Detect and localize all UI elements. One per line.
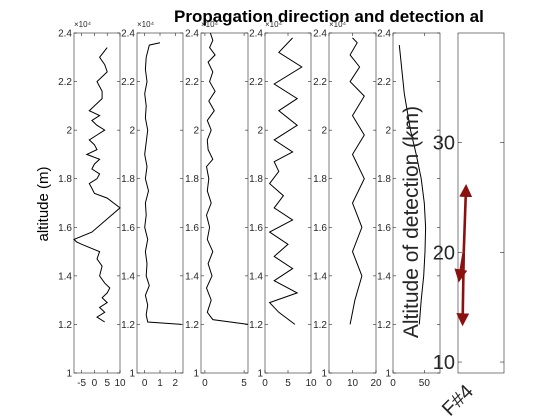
y-tick-label: 2 <box>193 126 199 137</box>
chart-title: Propagation direction and detection al <box>174 7 484 26</box>
panel-p5: 1 1.2 1.4 1.6 1.8 2 2.2 2.4×10⁴ 0 10 20 <box>313 20 382 389</box>
y-tick-label: 1 <box>257 369 263 380</box>
y-tick-label: 2.2 <box>249 77 263 88</box>
y-tick-label: 2.2 <box>313 77 327 88</box>
det-x-tick-label: F#4 <box>438 381 478 420</box>
det-y-tick-label: 20 <box>433 242 455 264</box>
y-exponent-label: ×10⁴ <box>265 20 283 29</box>
panel-p3: 1 1.2 1.4 1.6 1.8 2 2.2 2.4×10⁴ 0 5 <box>185 20 249 389</box>
series-line-profile-5 <box>349 37 365 325</box>
y-tick-label: 1.8 <box>58 174 72 185</box>
panel-p4: 1 1.2 1.4 1.6 1.8 2 2.2 2.4×10⁴ 0 5 10 <box>249 20 317 389</box>
y-tick-label: 2 <box>257 126 263 137</box>
x-tick-label: 5 <box>285 378 291 389</box>
y-tick-label: 1.8 <box>313 174 327 185</box>
x-tick-label: 5 <box>241 378 247 389</box>
y-tick-label: 1.8 <box>377 174 391 185</box>
y-tick-label: 1.6 <box>185 223 199 234</box>
panel-frame <box>200 32 249 374</box>
y-exponent-label: ×10⁴ <box>329 20 347 29</box>
y-tick-label: 1.4 <box>58 271 72 282</box>
y-tick-label: 1.4 <box>377 271 391 282</box>
y-tick-label: 1 <box>385 369 391 380</box>
x-tick-label: 5 <box>104 378 110 389</box>
y-tick-label: 2.4 <box>185 29 199 40</box>
x-tick-label: 2 <box>173 378 179 389</box>
x-tick-label: 50 <box>419 378 431 389</box>
x-tick-label: -5 <box>77 378 86 389</box>
y-tick-label: 2.4 <box>249 29 263 40</box>
x-tick-label: 10 <box>347 378 359 389</box>
x-tick-label: 0 <box>262 378 268 389</box>
x-tick-label: 0 <box>202 378 208 389</box>
panel-frame <box>136 32 184 374</box>
y-tick-label: 1.6 <box>377 223 391 234</box>
y-tick-label: 2.2 <box>377 77 391 88</box>
y-tick-label: 2.4 <box>58 29 72 40</box>
profile-panels: 11.21.41.61.822.22.4×10⁴-5 0 5 1011.21.41.6… <box>58 20 441 389</box>
y-exponent-label: ×10⁴ <box>201 20 219 29</box>
x-tick-label: 0 <box>390 378 396 389</box>
panel-p6: 1 1.2 1.4 1.6 1.8 2 2.2 2.4 0 50 <box>377 29 441 389</box>
y-tick-label: 1.2 <box>249 320 263 331</box>
det-y-axis-label: Altitude of detection (km) <box>400 106 423 338</box>
y-tick-label: 1.4 <box>121 271 135 282</box>
y-tick-label: 1.6 <box>58 223 72 234</box>
det-y-tick-label: 10 <box>433 352 455 374</box>
y-tick-label: 1.8 <box>249 174 263 185</box>
y-tick-label: 1.2 <box>313 320 327 331</box>
y-tick-label: 1.2 <box>58 320 72 331</box>
y-tick-label: 1.2 <box>377 320 391 331</box>
y-tick-label: 2.2 <box>58 77 72 88</box>
y-exponent-label: ×10⁴ <box>74 20 92 29</box>
panel-frame <box>392 32 441 374</box>
arrow-up <box>459 183 473 253</box>
detection-panel: 10 20 30 Altitude of detection (km) F#4 <box>400 32 505 420</box>
y-tick-label: 1.8 <box>121 174 135 185</box>
y-tick-label: 2 <box>129 126 135 137</box>
y-tick-label: 2.2 <box>121 77 135 88</box>
y-tick-label: 2.4 <box>313 29 327 40</box>
y-tick-label: 2 <box>385 126 391 137</box>
y-tick-label: 2 <box>321 126 327 137</box>
series-line-profile-1 <box>73 47 121 323</box>
x-tick-label: 20 <box>370 378 382 389</box>
x-tick-label: 10 <box>305 378 317 389</box>
y-tick-label: 1 <box>193 369 199 380</box>
arrow-down <box>456 252 470 327</box>
series-line-profile-3 <box>205 32 249 325</box>
panel-p1: 1 1.2 1.4 1.6 1.8 2 2.2 2.4×10⁴ -5 0 5 10 <box>58 20 126 389</box>
panel-frame <box>264 32 312 374</box>
y-tick-label: 2.2 <box>185 77 199 88</box>
x-tick-label: 0 <box>326 378 332 389</box>
y-tick-label: 2 <box>66 126 72 137</box>
x-tick-label: 10 <box>114 378 126 389</box>
y-tick-label: 1.4 <box>185 271 199 282</box>
x-tick-label: 0 <box>142 378 148 389</box>
series-line-profile-6 <box>398 45 427 325</box>
y-tick-label: 1.2 <box>121 320 135 331</box>
y-tick-label: 1 <box>66 369 72 380</box>
y-tick-label: 1 <box>321 369 327 380</box>
y-tick-label: 1.6 <box>121 223 135 234</box>
y-tick-label: 1.6 <box>313 223 327 234</box>
det-y-tick-label: 30 <box>433 133 455 155</box>
y-tick-label: 1.8 <box>185 174 199 185</box>
x-tick-label: 1 <box>157 378 163 389</box>
y-tick-label: 1.4 <box>249 271 263 282</box>
x-tick-label: 0 <box>92 378 98 389</box>
y-tick-label: 2.4 <box>121 29 135 40</box>
y-axis-label: altitude (m) <box>35 166 52 241</box>
y-tick-label: 1.2 <box>185 320 199 331</box>
series-line-profile-4 <box>268 37 303 325</box>
y-tick-label: 1 <box>129 369 135 380</box>
y-exponent-label: ×10⁴ <box>137 20 155 29</box>
y-tick-label: 1.6 <box>249 223 263 234</box>
y-tick-label: 2.4 <box>377 29 391 40</box>
series-line-profile-2 <box>144 42 182 325</box>
panel-frame <box>73 32 121 374</box>
y-tick-label: 1.4 <box>313 271 327 282</box>
